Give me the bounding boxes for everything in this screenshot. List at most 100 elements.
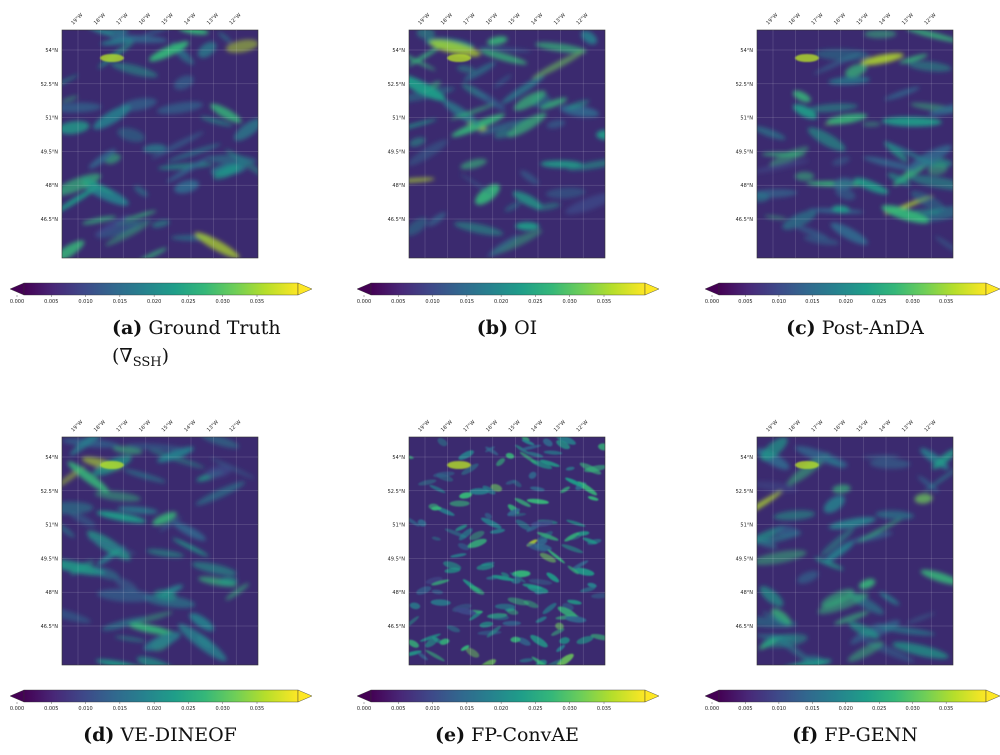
map-highlight <box>100 461 124 469</box>
lon-label: 18°W <box>93 12 107 26</box>
map-feature <box>70 559 95 576</box>
map-feature <box>567 565 579 575</box>
map-feature <box>96 510 147 523</box>
map-feature <box>862 121 881 127</box>
map-feature <box>117 34 138 43</box>
map-feature <box>175 49 195 65</box>
map-feature <box>863 156 918 171</box>
map-feature <box>443 561 462 570</box>
map-feature <box>519 658 534 663</box>
map-frame <box>61 436 259 666</box>
map-feature <box>760 437 788 461</box>
map-feature <box>218 576 238 586</box>
lon-label: 17°W <box>810 419 824 433</box>
lat-label: 51°N <box>740 116 753 122</box>
caption-label: (e) <box>435 724 465 746</box>
lat-label: 54°N <box>392 455 405 461</box>
colorbar-tick-label: 0.035 <box>939 299 953 305</box>
map-feature <box>479 621 494 628</box>
map-feature <box>409 602 421 610</box>
map-feature <box>417 652 428 661</box>
map-feature <box>111 62 158 78</box>
lon-label: 15°W <box>161 12 175 26</box>
map-feature <box>96 659 142 665</box>
map-feature <box>94 490 141 502</box>
lat-label: 48°N <box>392 590 405 596</box>
map-feature <box>878 625 935 636</box>
map-feature <box>490 483 503 492</box>
colorbar <box>370 282 646 296</box>
map-feature <box>442 99 481 127</box>
map-highlight <box>447 461 471 469</box>
colorbar-tick-label: 0.000 <box>10 299 24 305</box>
colorbar-tick-label: 0.015 <box>460 706 474 712</box>
map-feature <box>510 636 521 643</box>
lon-label: 14°W <box>878 12 892 26</box>
colorbar-tick-label: 0.020 <box>839 706 853 712</box>
map-feature <box>62 120 90 135</box>
map-feature <box>512 191 543 209</box>
map-feature <box>105 222 150 246</box>
colorbar-tick-label: 0.005 <box>391 706 405 712</box>
map-feature <box>425 649 445 662</box>
colorbar-tick-label: 0.020 <box>147 706 161 712</box>
map-feature <box>856 518 903 543</box>
map-feature <box>432 636 442 644</box>
map-feature <box>437 437 448 447</box>
map-feature <box>881 205 930 224</box>
map-feature <box>935 236 953 253</box>
map-feature <box>482 485 496 495</box>
map-feature <box>782 210 817 230</box>
lon-label: 12°W <box>228 419 242 433</box>
map-feature <box>916 205 953 222</box>
map-feature <box>757 481 798 493</box>
lon-label: 16°W <box>138 419 152 433</box>
map-feature <box>151 220 170 228</box>
lon-label: 17°W <box>462 419 476 433</box>
map-feature <box>69 512 96 527</box>
map-feature <box>62 102 102 113</box>
lat-label: 48°N <box>392 183 405 189</box>
map-feature <box>774 525 800 537</box>
map-feature <box>929 101 953 116</box>
lon-label: 13°W <box>901 12 915 26</box>
colorbar <box>370 689 646 703</box>
colorbar-tick-label: 0.025 <box>528 299 542 305</box>
lat-label: 49.5°N <box>736 556 754 562</box>
map-feature <box>157 446 194 463</box>
map-feature <box>590 633 605 641</box>
lat-label: 51°N <box>45 116 58 122</box>
lat-label: 46.5°N <box>388 217 406 223</box>
map-field <box>62 30 258 258</box>
map-feature <box>862 454 900 459</box>
caption: (a) Ground Truth <box>112 317 281 339</box>
lat-label: 46.5°N <box>41 217 59 223</box>
lon-label: 16°W <box>833 12 847 26</box>
map-feature <box>146 549 184 558</box>
map-feature <box>571 560 589 570</box>
map-feature <box>757 549 807 566</box>
lat-label: 49.5°N <box>736 149 754 155</box>
map-feature <box>546 572 560 583</box>
panel: 19°W 18°W 17°W 16°W 15°W 14°W 13°W 12°W 54°N 52.5… <box>356 419 660 746</box>
lon-label: 17°W <box>115 419 129 433</box>
map-feature <box>62 501 94 515</box>
map-feature <box>477 46 531 53</box>
map-feature <box>914 209 941 215</box>
map-feature <box>545 187 586 199</box>
map-feature <box>848 621 880 639</box>
map-feature <box>465 647 480 658</box>
lon-label: 15°W <box>856 12 870 26</box>
map-feature <box>591 592 605 599</box>
map-feature <box>807 127 846 152</box>
colorbar-tick-label: 0.025 <box>181 706 195 712</box>
map-field <box>757 437 953 665</box>
map-feature <box>881 116 942 127</box>
map-feature <box>431 536 441 541</box>
map-feature <box>484 512 492 519</box>
lat-label: 49.5°N <box>388 149 406 155</box>
lon-label: 16°W <box>833 419 847 433</box>
colorbar-tick-label: 0.035 <box>597 299 611 305</box>
map-feature <box>409 74 446 101</box>
map-feature <box>469 488 489 495</box>
